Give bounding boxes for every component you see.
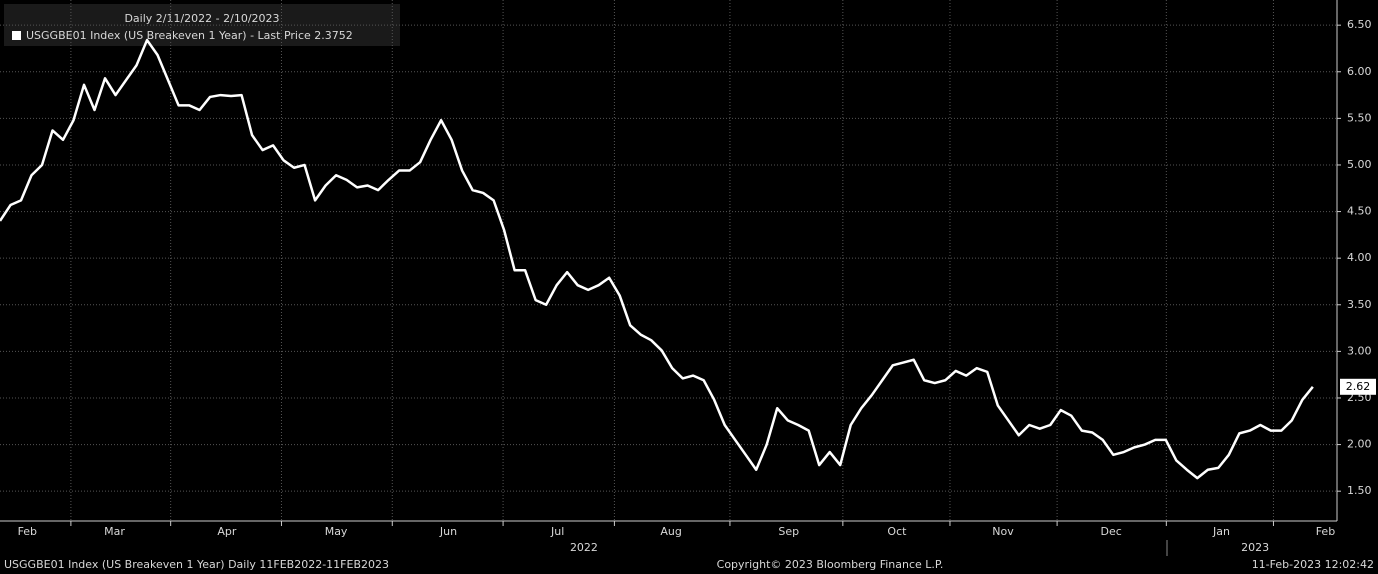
y-tick-label: 6.50 — [1347, 18, 1372, 31]
chart-title: Daily 2/11/2022 - 2/10/2023 — [124, 12, 279, 25]
price-line — [0, 38, 1314, 480]
x-tick-label: Aug — [660, 525, 681, 538]
x-tick-label: Apr — [217, 525, 237, 538]
y-tick-label: 5.50 — [1347, 111, 1372, 124]
y-tick-label: 3.50 — [1347, 298, 1372, 311]
y-tick-label: 2.00 — [1347, 438, 1372, 451]
x-tick-label: Feb — [1316, 525, 1335, 538]
y-tick-label: 1.50 — [1347, 484, 1372, 497]
y-tick-label: 6.00 — [1347, 65, 1372, 78]
x-tick-label: Dec — [1101, 525, 1122, 538]
last-value-box — [1340, 378, 1376, 395]
year-label: 2023 — [1241, 541, 1269, 554]
footer-right: 11-Feb-2023 12:02:42 — [1252, 558, 1374, 571]
legend-swatch — [12, 31, 21, 40]
footer-left: USGGBE01 Index (US Breakeven 1 Year) Dai… — [4, 558, 389, 571]
x-tick-label: Mar — [104, 525, 125, 538]
y-tick-label: 4.50 — [1347, 205, 1372, 218]
y-tick-label: 5.00 — [1347, 158, 1372, 171]
x-tick-label: Jun — [439, 525, 457, 538]
x-tick-label: Oct — [887, 525, 907, 538]
x-tick-label: Nov — [992, 525, 1014, 538]
last-value-label: 2.62 — [1346, 380, 1371, 393]
x-tick-label: Jul — [550, 525, 564, 538]
footer-center: Copyright© 2023 Bloomberg Finance L.P. — [717, 558, 944, 571]
legend-entry: USGGBE01 Index (US Breakeven 1 Year) - L… — [26, 29, 353, 42]
x-tick-label: Jan — [1212, 525, 1230, 538]
y-tick-label: 3.00 — [1347, 344, 1372, 357]
y-tick-label: 4.00 — [1347, 251, 1372, 264]
x-tick-label: Sep — [778, 525, 799, 538]
year-label: 2022 — [570, 541, 598, 554]
x-tick-label: Feb — [18, 525, 37, 538]
x-tick-label: May — [325, 525, 348, 538]
